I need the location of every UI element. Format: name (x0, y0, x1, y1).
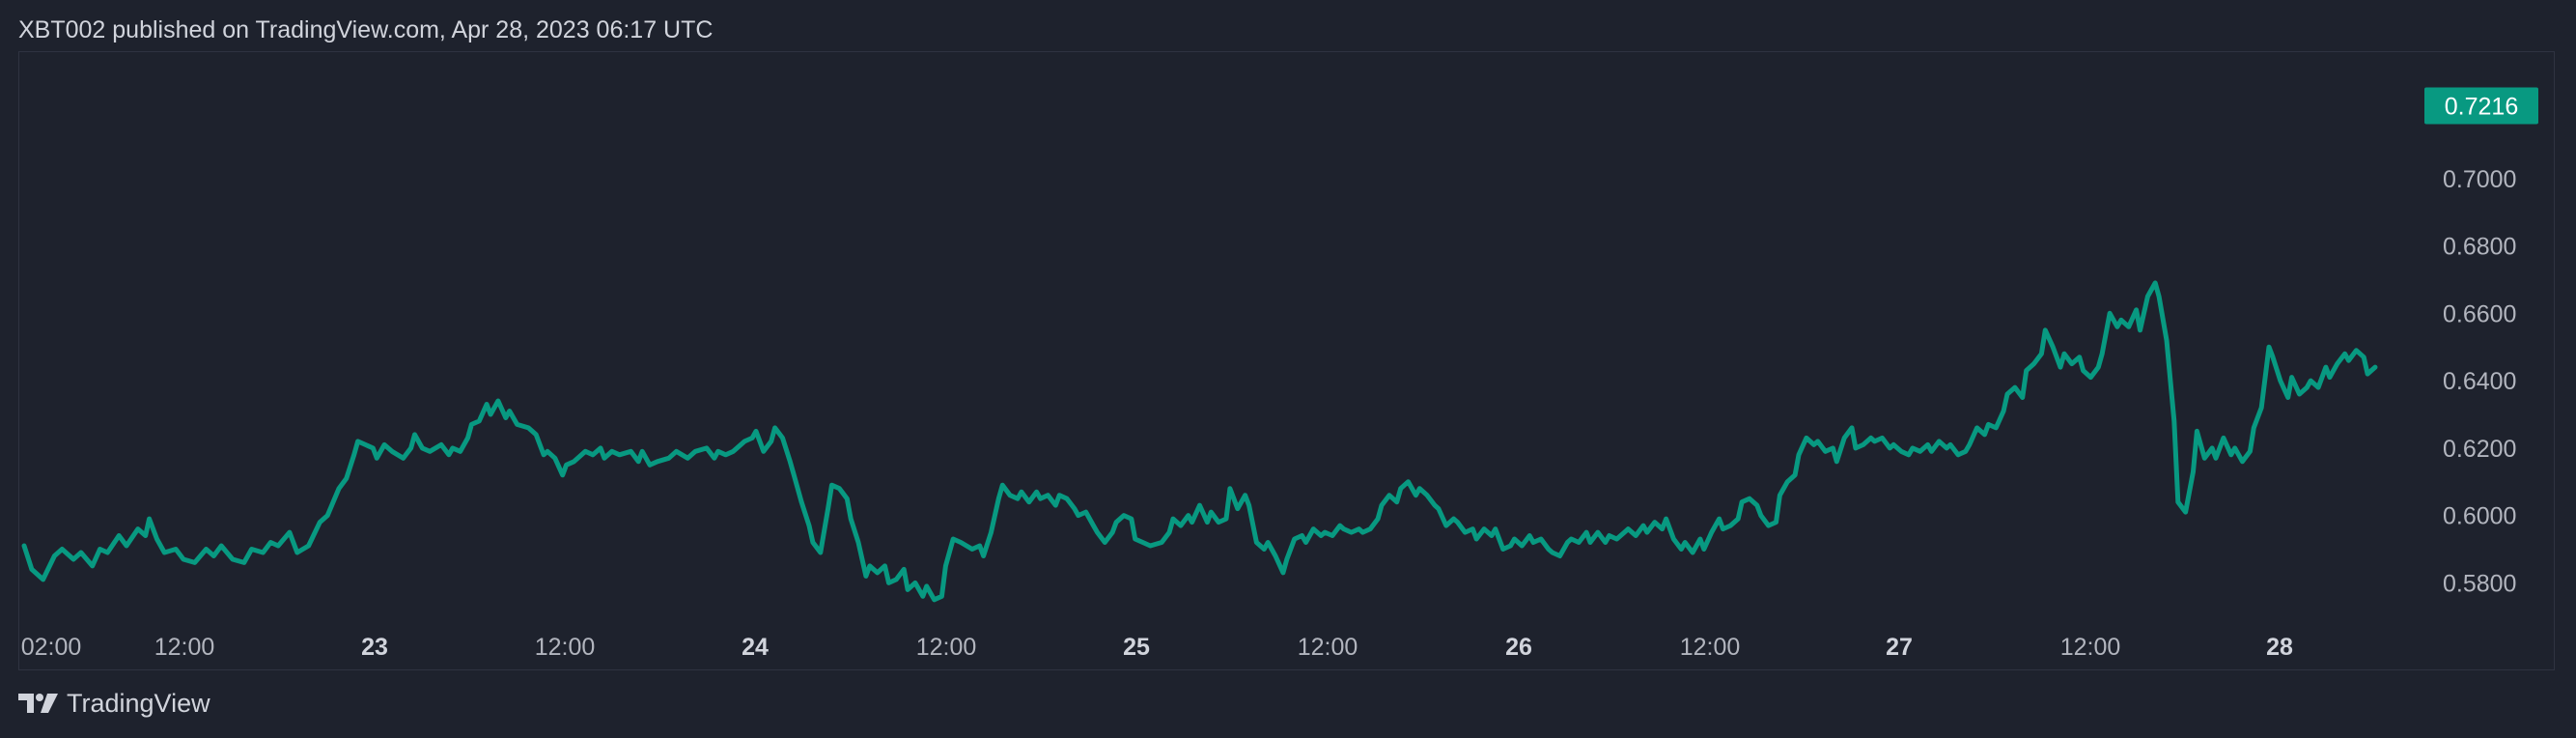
tradingview-logo-icon (18, 694, 58, 713)
y-axis-tick-label: 0.5800 (2443, 570, 2516, 597)
last-price-label: 0.7216 (2445, 93, 2518, 120)
price-series-line (21, 280, 2378, 603)
x-axis-tick-label: 24 (742, 634, 769, 661)
x-axis-tick-label: 12:00 (916, 634, 977, 661)
tradingview-brand-label: TradingView (67, 688, 210, 718)
x-axis-tick-label: 12:00 (1680, 634, 1741, 661)
tradingview-footer[interactable]: TradingView (18, 687, 210, 720)
y-axis-tick-label: 0.7000 (2443, 166, 2516, 193)
publisher-attribution: XBT002 published on TradingView.com, Apr… (18, 16, 714, 43)
x-axis-tick-label: 12:00 (2060, 634, 2121, 661)
x-axis-tick-label: 12:00 (535, 634, 596, 661)
chart-frame (18, 51, 2555, 670)
x-axis-tick-label: 12:00 (154, 634, 215, 661)
y-axis-tick-label: 0.6000 (2443, 503, 2516, 530)
x-axis-tick-label: 02:00 (21, 634, 82, 661)
x-axis-tick-label: 26 (1505, 634, 1532, 661)
y-axis-tick-label: 0.6400 (2443, 368, 2516, 395)
x-axis-tick-label: 27 (1886, 634, 1913, 661)
y-axis-tick-label: 0.6200 (2443, 436, 2516, 463)
last-price-tag (2424, 87, 2538, 125)
x-axis-tick-label: 23 (361, 634, 388, 661)
x-axis-tick-label: 28 (2266, 634, 2293, 661)
y-axis-tick-label: 0.6800 (2443, 234, 2516, 261)
x-axis-tick-label: 12:00 (1298, 634, 1358, 661)
x-axis-tick-label: 25 (1123, 634, 1150, 661)
y-axis-tick-label: 0.6600 (2443, 300, 2516, 327)
